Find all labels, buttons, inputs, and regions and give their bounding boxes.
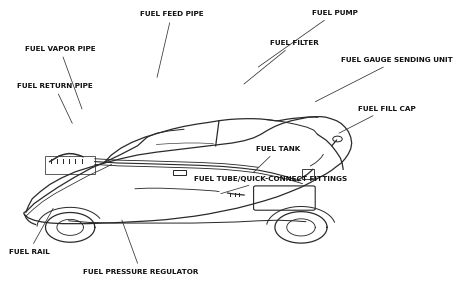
- Text: FUEL RETURN PIPE: FUEL RETURN PIPE: [17, 83, 92, 123]
- Text: FUEL VAPOR PIPE: FUEL VAPOR PIPE: [25, 46, 95, 109]
- Text: FUEL TUBE/QUICK-CONNECT FITTINGS: FUEL TUBE/QUICK-CONNECT FITTINGS: [194, 176, 347, 194]
- Text: FUEL FILTER: FUEL FILTER: [244, 40, 319, 84]
- Bar: [45, 156, 95, 174]
- Bar: [302, 169, 314, 179]
- Bar: [173, 170, 186, 175]
- Text: FUEL TANK: FUEL TANK: [253, 146, 300, 172]
- Text: FUEL PUMP: FUEL PUMP: [258, 10, 358, 67]
- Text: FUEL GAUGE SENDING UNIT: FUEL GAUGE SENDING UNIT: [315, 57, 453, 102]
- Text: FUEL RAIL: FUEL RAIL: [9, 208, 53, 255]
- Text: FUEL PRESSURE REGULATOR: FUEL PRESSURE REGULATOR: [83, 220, 198, 275]
- Text: FUEL FEED PIPE: FUEL FEED PIPE: [140, 11, 203, 78]
- Text: FUEL FILL CAP: FUEL FILL CAP: [339, 106, 416, 133]
